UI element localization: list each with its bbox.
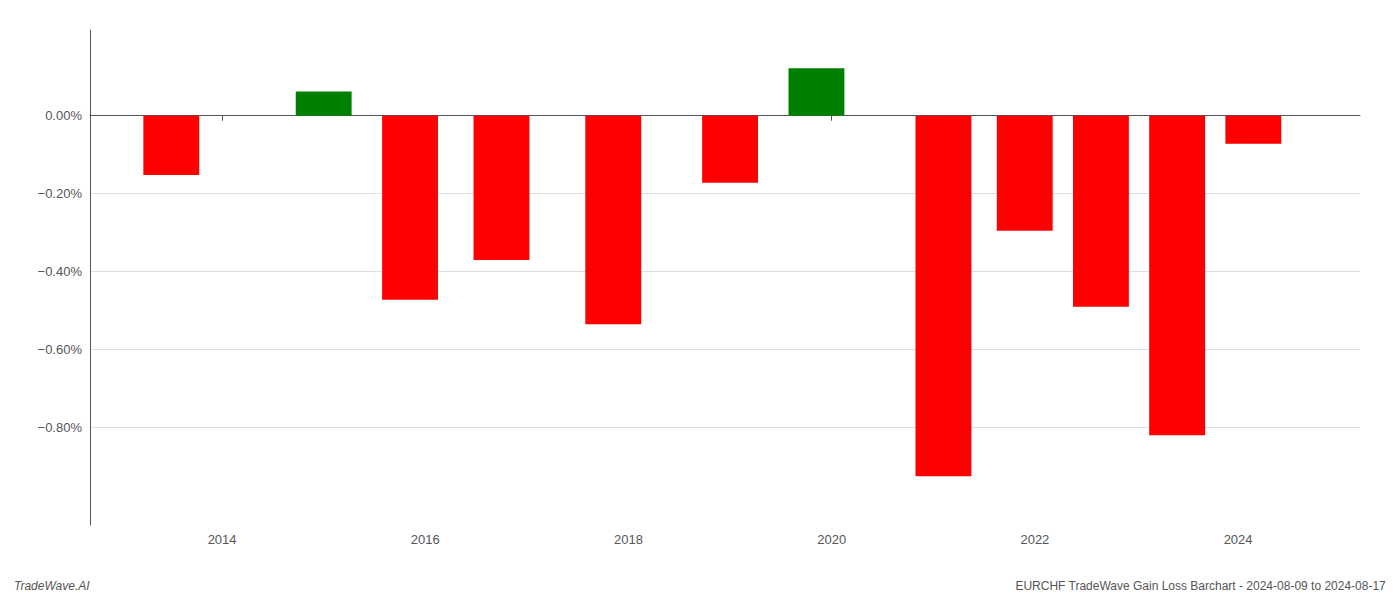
svg-text:−0.20%: −0.20% (38, 186, 83, 201)
svg-text:2016: 2016 (411, 532, 440, 547)
svg-text:2014: 2014 (208, 532, 237, 547)
svg-text:2022: 2022 (1020, 532, 1049, 547)
svg-text:2018: 2018 (614, 532, 643, 547)
svg-text:TradeWave.AI: TradeWave.AI (14, 579, 90, 593)
svg-text:0.00%: 0.00% (45, 108, 82, 123)
svg-text:2024: 2024 (1224, 532, 1253, 547)
svg-text:EURCHF TradeWave Gain Loss Bar: EURCHF TradeWave Gain Loss Barchart - 20… (1015, 579, 1386, 593)
svg-text:−0.60%: −0.60% (38, 342, 83, 357)
svg-text:2020: 2020 (817, 532, 846, 547)
svg-text:−0.80%: −0.80% (38, 420, 83, 435)
svg-text:−0.40%: −0.40% (38, 264, 83, 279)
